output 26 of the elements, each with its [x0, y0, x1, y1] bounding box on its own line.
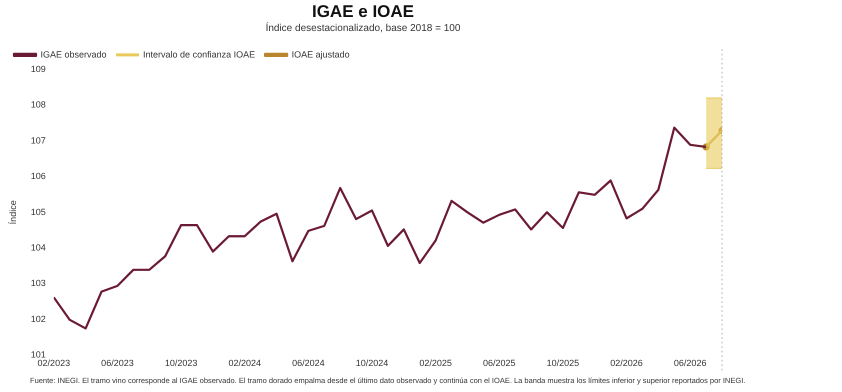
- x-tick-label: 10/2024: [356, 358, 388, 368]
- y-tick-label: 104: [30, 242, 46, 253]
- x-tick-label: 06/2025: [483, 358, 516, 368]
- legend-label: Intervalo de confianza IOAE: [143, 49, 256, 60]
- x-tick-label: 02/2023: [38, 358, 70, 368]
- x-tick-label: 02/2026: [610, 358, 643, 368]
- x-tick-label: 06/2023: [101, 358, 134, 368]
- x-tick-label: 02/2024: [228, 358, 261, 368]
- y-tick-label: 107: [30, 135, 46, 146]
- legend-label: IOAE ajustado: [292, 49, 350, 60]
- x-tick-label: 06/2026: [674, 358, 706, 368]
- x-tick-label: 10/2025: [546, 358, 580, 368]
- y-tick-label: 109: [30, 64, 46, 74]
- y-axis-title: Índice: [8, 200, 18, 224]
- chart-title: IGAE e IOAE: [312, 2, 414, 21]
- x-tick-label: 02/2025: [419, 358, 452, 368]
- x-tick-label: 10/2023: [164, 358, 198, 368]
- y-tick-label: 106: [30, 171, 46, 182]
- y-tick-label: 105: [30, 206, 46, 217]
- legend-label: IGAE observado: [40, 49, 107, 60]
- y-tick-label: 101: [30, 350, 46, 360]
- x-tick-label: 06/2024: [292, 358, 325, 368]
- y-tick-label: 108: [30, 100, 46, 110]
- chart-subtitle: Índice desestacionalizado, base 2018 = 100: [266, 22, 461, 34]
- y-tick-label: 103: [30, 278, 46, 288]
- y-tick-label: 102: [30, 314, 46, 324]
